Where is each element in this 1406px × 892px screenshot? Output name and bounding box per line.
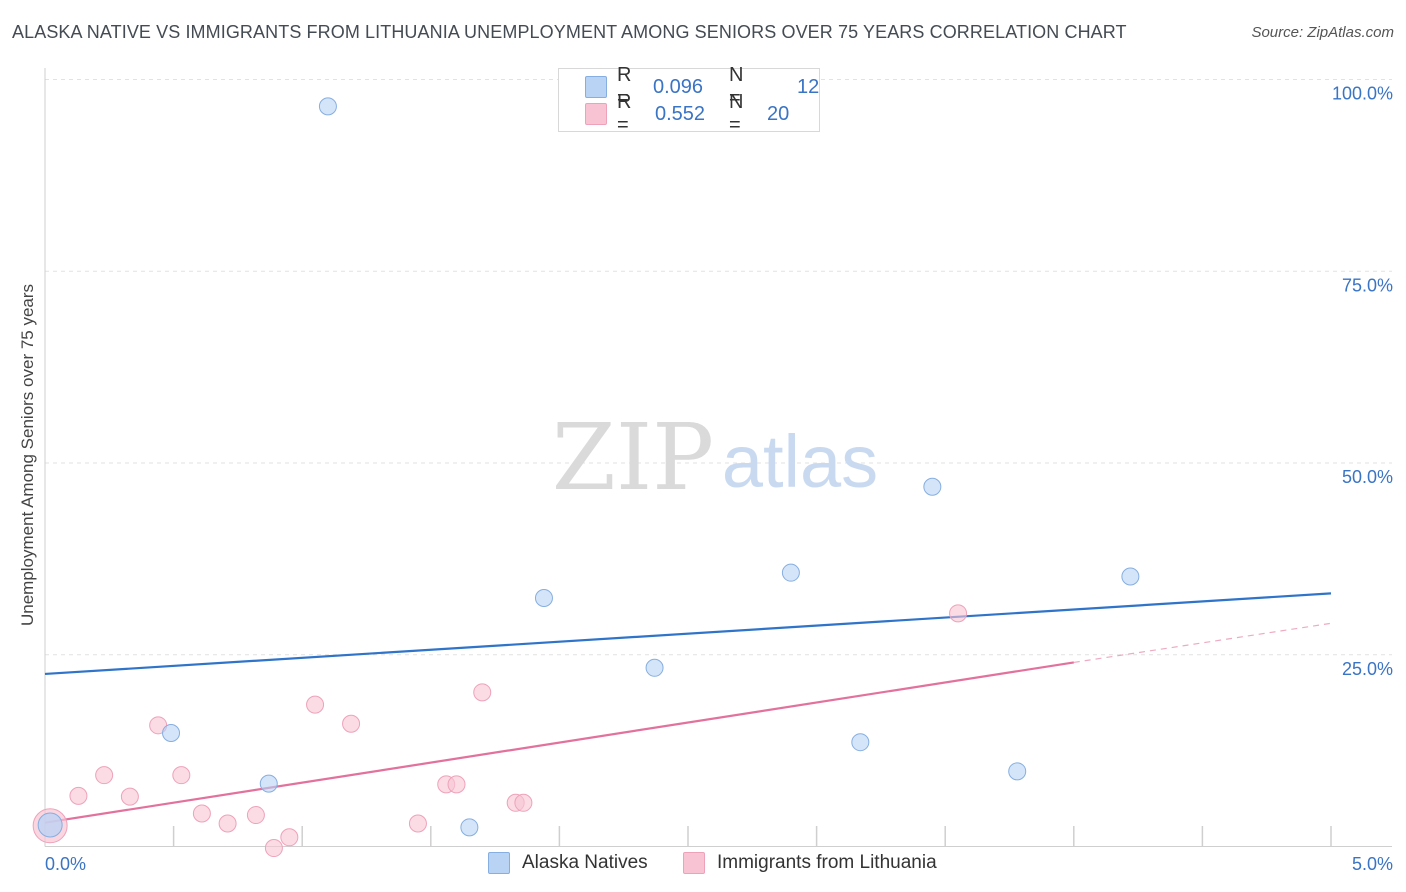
lithuania-point <box>514 793 533 812</box>
lithuania-swatch <box>683 852 705 874</box>
stats-legend: R = 0.096 N = 12 R = 0.552 N = 20 <box>558 64 820 136</box>
lithuania-point <box>192 804 211 823</box>
lithuania-point <box>218 814 237 833</box>
lithuania-trend-line <box>44 661 1074 824</box>
alaska-point <box>534 588 553 607</box>
alaska-swatch <box>585 76 607 98</box>
legend-item-lithuania[interactable]: Immigrants from Lithuania <box>683 852 937 874</box>
lithuania-point <box>69 786 88 805</box>
axes <box>44 68 1392 847</box>
n-key: N = <box>729 91 744 136</box>
watermark-zip: ZIP <box>552 404 714 511</box>
watermark-atlas: atlas <box>722 420 878 503</box>
tick-labels: 25.0% 50.0% 75.0% 100.0% 0.0% 5.0% <box>45 84 1393 875</box>
alaska-point <box>259 774 278 793</box>
n-value: 20 <box>767 102 790 125</box>
trend-lines <box>44 592 1332 824</box>
alaska-point <box>1121 567 1140 586</box>
lithuania-point <box>473 683 492 702</box>
y-tick-label: 100.0% <box>1332 84 1393 104</box>
y-tick-label: 50.0% <box>1342 467 1393 487</box>
alaska-cluster-point <box>37 812 63 838</box>
lithuania-point <box>120 787 139 806</box>
watermark: ZIP atlas <box>552 404 878 511</box>
alaska-point <box>162 723 181 742</box>
data-points <box>32 97 1140 858</box>
x-tick-label: 5.0% <box>1352 854 1393 874</box>
lithuania-point <box>408 814 427 833</box>
legend-item-alaska[interactable]: Alaska Natives <box>488 852 648 874</box>
lithuania-trend-extension <box>1073 622 1332 664</box>
r-value: 0.096 <box>653 75 704 98</box>
alaska-trend-line <box>44 592 1332 676</box>
source-label: Source: ZipAtlas.com <box>1251 24 1394 41</box>
lithuania-point <box>280 828 299 847</box>
lithuania-swatch <box>585 103 607 125</box>
lithuania-point <box>306 695 325 714</box>
alaska-point <box>923 477 942 496</box>
lithuania-point <box>264 839 283 858</box>
alaska-point <box>645 658 664 677</box>
lithuania-point <box>172 766 191 785</box>
series-legend: Alaska Natives Immigrants from Lithuania <box>0 852 1406 878</box>
r-key: R = <box>617 91 632 136</box>
lithuania-point <box>95 766 114 785</box>
r-key: R = <box>617 64 632 109</box>
x-tick-label: 0.0% <box>45 854 86 874</box>
lithuania-point <box>447 775 466 794</box>
y-tick-label: 25.0% <box>1342 659 1393 679</box>
chart-title: ALASKA NATIVE VS IMMIGRANTS FROM LITHUAN… <box>12 22 1127 42</box>
lithuania-point <box>246 806 265 825</box>
lithuania-point <box>949 604 968 623</box>
lithuania-point <box>342 714 361 733</box>
y-tick-label: 75.0% <box>1342 275 1393 295</box>
alaska-point <box>781 563 800 582</box>
legend-label-alaska: Alaska Natives <box>522 852 648 873</box>
alaska-swatch <box>488 852 510 874</box>
n-value: 12 <box>797 75 820 98</box>
alaska-point <box>318 97 337 116</box>
alaska-point <box>1008 762 1027 781</box>
n-key: N = <box>729 64 744 109</box>
r-value: 0.552 <box>655 102 706 125</box>
y-axis-label: Unemployment Among Seniors over 75 years <box>18 283 37 627</box>
alaska-point <box>851 733 870 752</box>
grid-lines <box>45 79 1392 656</box>
alaska-point <box>460 818 479 837</box>
legend-label-lithuania: Immigrants from Lithuania <box>717 852 937 873</box>
